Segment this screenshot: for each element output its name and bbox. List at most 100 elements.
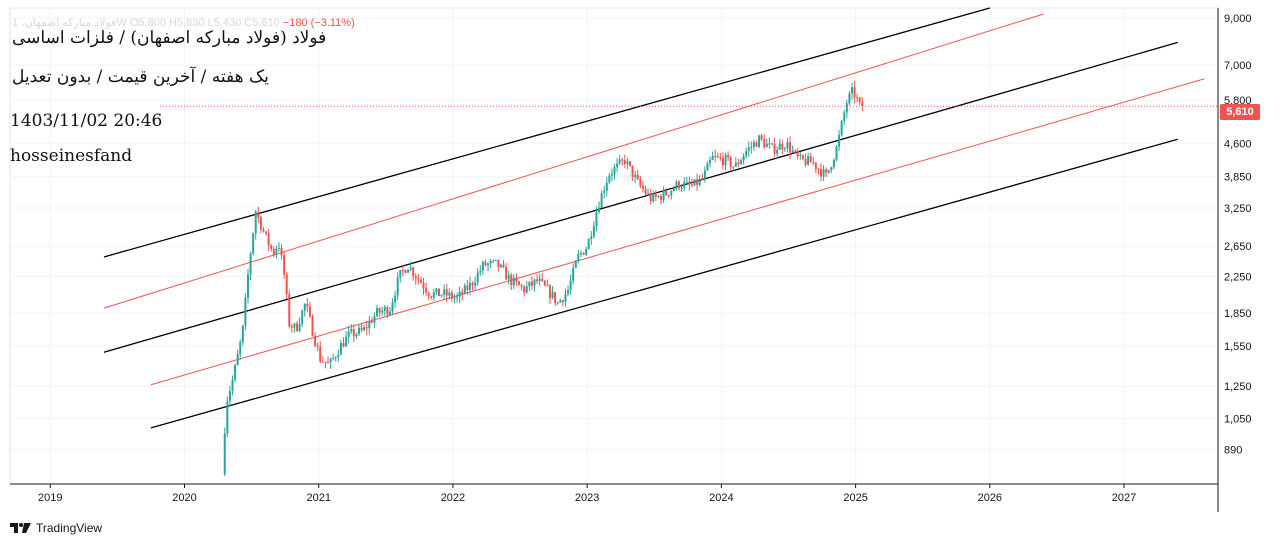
candle-body xyxy=(858,97,861,102)
candle-body xyxy=(228,391,231,402)
price-tick-label: 4,600 xyxy=(1224,138,1252,150)
candle-body xyxy=(683,182,686,188)
candle-body xyxy=(316,345,319,347)
time-tick-label: 2024 xyxy=(709,492,733,504)
candle-body xyxy=(332,357,335,359)
candle-body xyxy=(518,281,521,286)
candle-body xyxy=(345,336,348,347)
candle-body xyxy=(368,321,371,329)
candle-body xyxy=(667,195,670,197)
candle-body xyxy=(425,288,428,293)
candle-body xyxy=(644,188,647,194)
candle-body xyxy=(463,285,466,295)
price-tick-label: 9,000 xyxy=(1224,13,1252,25)
price-axis[interactable]: 9,0007,0005,8004,6003,8503,2502,6502,250… xyxy=(1224,13,1252,456)
candle-body xyxy=(701,178,704,180)
price-change: −180 (−3.11%) xyxy=(282,17,355,29)
candle-body xyxy=(647,193,650,195)
candle-body xyxy=(319,346,322,362)
candle-body xyxy=(494,259,497,261)
candle-body xyxy=(357,327,360,334)
candle-body xyxy=(308,306,311,317)
candle-body xyxy=(280,247,283,256)
tradingview-logo[interactable]: TradingView xyxy=(10,521,102,535)
candle-body xyxy=(765,143,768,148)
candle-body xyxy=(551,292,554,298)
candle-body xyxy=(381,310,384,313)
candle-body xyxy=(376,308,379,316)
candle-body xyxy=(781,143,784,150)
candle-body xyxy=(835,146,838,160)
candle-body xyxy=(342,342,345,347)
candle-body xyxy=(853,87,856,98)
candle-body xyxy=(670,190,673,196)
channel-line-outer-top xyxy=(103,7,990,258)
candle-body xyxy=(856,97,859,99)
candle-body xyxy=(347,331,350,337)
candle-body xyxy=(481,262,484,271)
candle-body xyxy=(285,274,288,295)
candle-body xyxy=(778,143,781,150)
candle-body xyxy=(814,162,817,169)
candle-body xyxy=(443,289,446,295)
candle-body xyxy=(249,253,252,275)
candle-body xyxy=(414,276,417,279)
candle-body xyxy=(639,178,642,186)
price-tick-label: 890 xyxy=(1224,445,1242,457)
candle-body xyxy=(799,155,802,157)
candle-body xyxy=(329,358,332,363)
candle-body xyxy=(791,150,794,153)
candle-body xyxy=(373,315,376,323)
candle-body xyxy=(649,193,652,202)
candle-body xyxy=(456,296,459,298)
time-tick-label: 2022 xyxy=(441,492,465,504)
candle-body xyxy=(337,354,340,358)
candle-body xyxy=(311,316,314,336)
candle-body xyxy=(616,163,619,168)
candle-body xyxy=(246,274,249,298)
candle-body xyxy=(618,159,621,164)
candle-body xyxy=(239,342,242,355)
candle-body xyxy=(716,156,719,158)
candle-body xyxy=(729,157,732,168)
candle-body xyxy=(843,112,846,122)
candle-body xyxy=(530,281,533,286)
candle-body xyxy=(435,288,438,293)
candle-body xyxy=(773,144,776,154)
candle-body xyxy=(603,190,606,194)
candle-body xyxy=(262,229,265,232)
candle-body xyxy=(223,433,226,475)
candle-body xyxy=(703,170,706,179)
candle-body xyxy=(538,278,541,282)
channel-line-outer-bottom xyxy=(150,138,1178,429)
candle-body xyxy=(665,190,668,196)
chart-title: فولاد (فولاد مبارکه اصفهان) / فلزات اساس… xyxy=(12,28,327,48)
candle-body xyxy=(290,326,293,328)
brand-name: TradingView xyxy=(36,521,103,535)
candle-body xyxy=(567,289,570,294)
candle-body xyxy=(422,283,425,289)
candle-body xyxy=(533,279,536,286)
last-price-badge: 5,610 xyxy=(1220,104,1260,120)
candle-body xyxy=(657,196,660,198)
candle-body xyxy=(430,296,433,298)
candle-body xyxy=(714,155,717,157)
candle-body xyxy=(569,280,572,290)
candle-body xyxy=(365,327,368,329)
candle-body xyxy=(339,342,342,355)
candle-body xyxy=(507,274,510,280)
candle-body xyxy=(559,300,562,303)
candle-body xyxy=(510,274,513,286)
time-axis[interactable]: 2019 2020 2021 2022 2023 2024 2025 2026 2027 xyxy=(38,484,1136,504)
candle-body xyxy=(334,357,337,359)
candle-body xyxy=(796,150,799,157)
candle-body xyxy=(407,269,410,273)
ohlc-values: فولاد مبارکه اصفهان، 1W O5,800 H5,830 L5… xyxy=(12,17,280,29)
candle-body xyxy=(804,159,807,165)
candle-body xyxy=(293,323,296,328)
candle-body xyxy=(437,288,440,297)
candle-body xyxy=(755,142,758,147)
candle-body xyxy=(484,262,487,266)
candle-body xyxy=(327,362,330,364)
